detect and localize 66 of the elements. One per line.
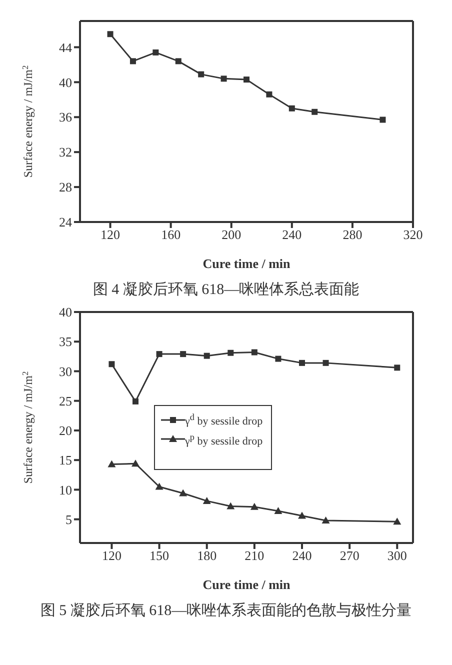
x-tick-label: 300 [387,548,407,564]
point [322,360,329,366]
point [155,482,164,490]
x-axis-title: Cure time / min [202,256,292,271]
legend-label: γ$^{d}$ by sessile drop [185,411,263,430]
point [228,350,234,356]
point [175,58,182,64]
point [380,116,386,123]
point [226,502,235,510]
y-tick-label: 28 [59,180,72,195]
x-tick-label: 160 [161,227,181,242]
y-tick-label: 44 [59,40,72,55]
y-tick-label: 30 [59,364,72,379]
point [394,364,400,371]
y-tick-label: 5 [66,512,72,527]
y-tick-label: 32 [59,144,72,160]
x-tick-label: 210 [244,548,264,564]
point [152,49,159,56]
x-tick-label: 240 [282,227,302,242]
point [250,502,258,510]
x-tick-label: 200 [222,227,242,242]
x-tick-label: 320 [403,227,423,242]
point [312,108,318,115]
y-tick-label: 24 [59,214,72,230]
point [180,351,186,358]
x-axis-title: Cure time / min [202,577,292,592]
legend-label: γ$^{p}$ by sessile drop [185,430,263,450]
point [179,489,188,496]
point [288,105,295,112]
point [393,518,402,525]
text: 图 4 凝胶后环氧 618—咪唑体系总表面能 [92,280,360,299]
point [108,460,116,468]
x-tick-label: 180 [197,548,217,564]
text: 图 5 凝胶后环氧 618—咪唑体系表面能的色散与极性分量 [39,602,413,620]
point [108,361,115,368]
y-tick-label: 25 [59,393,72,408]
x-tick-label: 120 [100,227,120,242]
point [130,58,136,64]
y-tick-label: 20 [59,423,72,438]
point [132,460,140,467]
point [132,398,138,404]
point [107,31,114,38]
y-tick-label: 35 [59,334,72,350]
point [275,356,282,362]
point [244,76,250,83]
point [220,76,227,82]
x-tick-label: 240 [292,548,312,564]
point [198,71,204,78]
x-tick-label: 270 [340,548,360,564]
point [274,507,282,514]
y-tick-label: 10 [59,482,72,498]
point [266,91,272,98]
y-tick-label: 36 [59,110,72,125]
y-tick-label: 15 [59,452,72,468]
point [156,351,162,358]
x-tick-label: 150 [150,548,170,564]
point [322,516,330,524]
x-tick-label: 280 [342,227,362,242]
point [202,496,211,504]
point [299,360,305,366]
y-tick-label: 40 [59,74,72,90]
x-tick-label: 120 [102,548,122,564]
point [251,349,258,356]
point [204,352,210,359]
point [298,512,306,519]
y-tick-label: 40 [59,304,72,320]
